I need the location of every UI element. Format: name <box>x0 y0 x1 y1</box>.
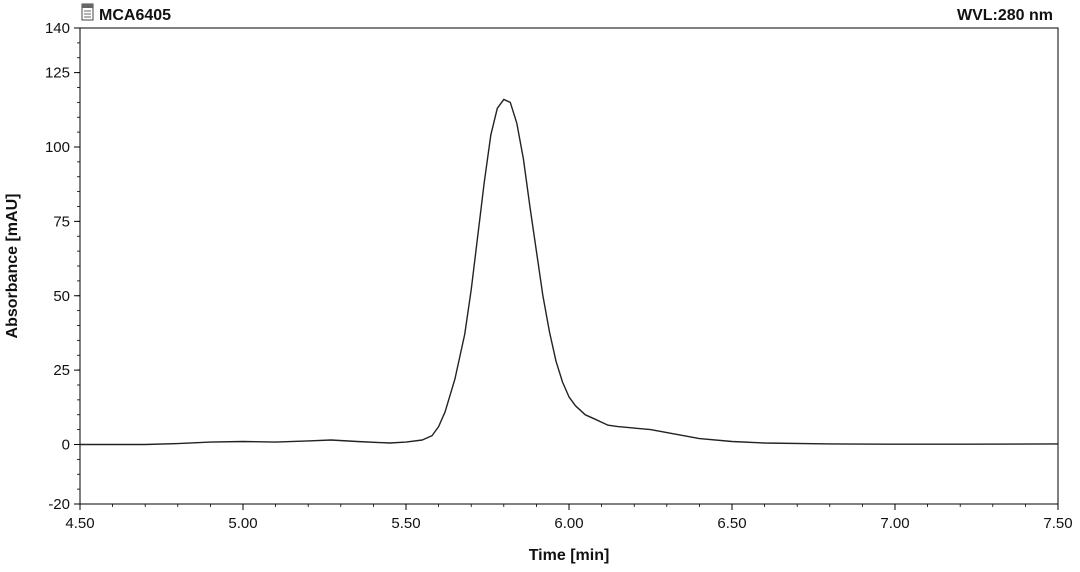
x-tick-label: 6.50 <box>717 515 746 532</box>
plot-frame <box>79 27 1059 505</box>
x-tick-label: 5.50 <box>391 515 420 532</box>
y-axis-title: Absorbance [mAU] <box>4 194 21 339</box>
y-tick-label: 75 <box>53 213 70 230</box>
absorbance-trace <box>80 98 1059 446</box>
y-tick-label: 25 <box>53 362 70 379</box>
y-tick-label: 100 <box>45 139 70 156</box>
y-tick-label: 50 <box>53 288 70 305</box>
y-axis: 140 125 100 75 50 25 0 -20 <box>45 20 80 513</box>
document-icon <box>81 3 94 21</box>
x-tick-label: 7.00 <box>880 515 909 532</box>
x-tick-label: 7.50 <box>1043 515 1072 532</box>
series-layer <box>80 98 1059 446</box>
y-tick-label: -20 <box>48 496 70 513</box>
chart-title: MCA6405 <box>99 7 171 24</box>
x-tick-label: 4.50 <box>65 515 94 532</box>
x-tick-label: 6.00 <box>554 515 583 532</box>
x-axis-title: Time [min] <box>529 547 610 564</box>
x-tick-label: 5.00 <box>228 515 257 532</box>
y-tick-label: 125 <box>45 65 70 82</box>
y-tick-label: 140 <box>45 20 70 37</box>
x-axis: 4.50 5.00 5.50 6.00 6.50 7.00 7.50 <box>65 504 1073 532</box>
y-tick-label: 0 <box>62 437 70 454</box>
wavelength-label: WVL:280 nm <box>957 7 1053 24</box>
